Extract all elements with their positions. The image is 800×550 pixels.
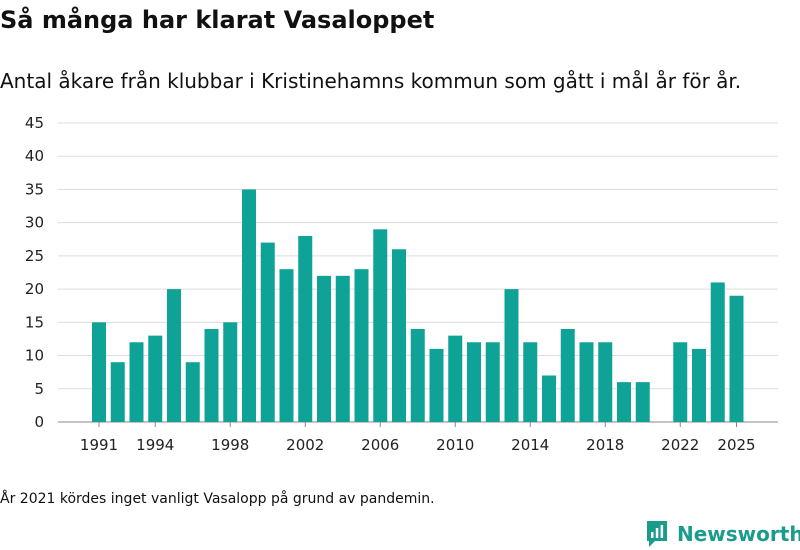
y-tick-label: 35 (25, 180, 44, 198)
x-axis: 1991 1994 1998 2002 2006 2010 2014 2018 2022 2025 (80, 422, 756, 454)
y-tick-label: 30 (25, 214, 44, 232)
y-tick-label: 10 (25, 347, 44, 365)
bars (92, 189, 744, 422)
bar-2007 (392, 249, 406, 422)
x-tick-label: 2002 (286, 436, 324, 454)
x-tick-label: 2022 (661, 436, 699, 454)
x-tick-label: 1994 (136, 436, 174, 454)
bar-1995 (167, 289, 181, 422)
bar-2017 (579, 342, 594, 422)
y-tick-label: 25 (25, 247, 44, 265)
y-tick-label: 15 (25, 313, 44, 331)
bar-2009 (429, 348, 444, 422)
y-tick-label: 40 (25, 147, 44, 165)
bar-1996 (185, 362, 200, 422)
bar-2012 (485, 342, 500, 422)
y-tick-label: 20 (25, 280, 44, 298)
bar-2014 (523, 342, 538, 422)
x-tick-label: 2025 (717, 436, 755, 454)
y-axis: 0 5 10 15 20 25 30 35 40 45 (25, 114, 44, 431)
bar-2006 (373, 229, 388, 422)
bar-2002 (298, 235, 313, 422)
bar-2003 (317, 275, 331, 422)
bar-2020 (635, 382, 650, 422)
bar-2000 (260, 242, 275, 422)
bar-1997 (204, 328, 219, 422)
newsworthy-logo: Newsworthy (645, 518, 800, 550)
brand-name: Newsworthy (677, 522, 800, 546)
bar-1993 (129, 342, 144, 422)
y-tick-label: 5 (34, 380, 44, 398)
chart-subtitle: Antal åkare från klubbar i Kristinehamns… (0, 69, 742, 93)
bar-1998 (223, 322, 238, 422)
bar-2019 (617, 382, 631, 422)
chart-title: Så många har klarat Vasaloppet (0, 6, 435, 34)
bar-2025 (729, 295, 744, 422)
bar-2008 (410, 328, 425, 422)
bar-2010 (448, 335, 463, 422)
footnote: År 2021 kördes inget vanligt Vasalopp på… (0, 491, 435, 507)
newsworthy-icon (647, 521, 667, 547)
bar-2013 (504, 289, 519, 422)
bar-2024 (710, 282, 725, 422)
bar-2011 (467, 342, 481, 422)
bar-1991 (92, 322, 106, 422)
bar-1999 (242, 189, 256, 422)
bar-2023 (692, 348, 706, 422)
bar-2016 (560, 328, 575, 422)
bar-2018 (598, 342, 613, 422)
y-tick-label: 0 (34, 413, 44, 431)
x-tick-label: 2010 (436, 436, 474, 454)
bar-2001 (279, 269, 294, 422)
y-tick-label: 45 (25, 114, 44, 132)
bar-2005 (354, 269, 369, 422)
bar-1994 (148, 335, 163, 422)
x-tick-label: 1998 (211, 436, 249, 454)
bar-2004 (335, 275, 350, 422)
bar-1992 (110, 362, 125, 422)
bar-2022 (673, 342, 688, 422)
x-tick-label: 2014 (511, 436, 549, 454)
x-tick-label: 2006 (361, 436, 399, 454)
x-tick-label: 1991 (80, 436, 118, 454)
bar-2015 (542, 375, 556, 422)
x-tick-label: 2018 (586, 436, 624, 454)
